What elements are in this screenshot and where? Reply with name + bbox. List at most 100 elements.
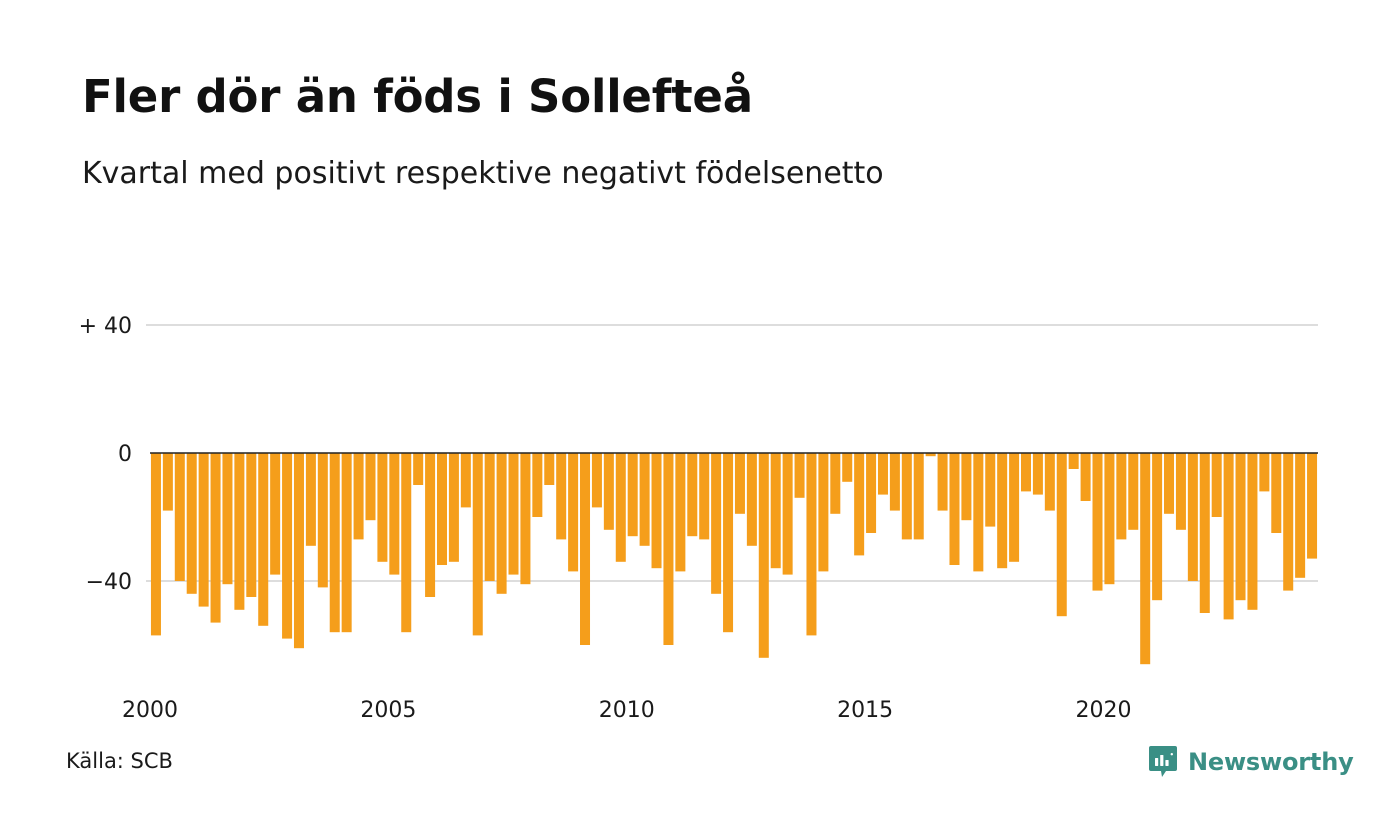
bar bbox=[341, 453, 352, 633]
bar bbox=[1223, 453, 1234, 620]
bar bbox=[1009, 453, 1020, 562]
x-tick-label: 2000 bbox=[122, 698, 178, 723]
y-tick-label: + 40 bbox=[79, 314, 132, 339]
bar bbox=[460, 453, 471, 508]
bar bbox=[603, 453, 614, 530]
bar bbox=[1187, 453, 1198, 581]
bar bbox=[770, 453, 781, 569]
bar bbox=[198, 453, 209, 607]
bar bbox=[353, 453, 364, 540]
bar bbox=[591, 453, 602, 508]
bar bbox=[1164, 453, 1175, 514]
bar bbox=[544, 453, 555, 485]
bar bbox=[949, 453, 960, 565]
bar bbox=[293, 453, 304, 649]
bar bbox=[758, 453, 769, 658]
bar bbox=[150, 453, 161, 636]
bar bbox=[615, 453, 626, 562]
bar bbox=[866, 453, 877, 533]
bar bbox=[1235, 453, 1246, 601]
brand-name: Newsworthy bbox=[1188, 748, 1354, 776]
bar bbox=[651, 453, 662, 569]
source-note: Källa: SCB bbox=[66, 749, 173, 773]
bar bbox=[401, 453, 412, 633]
bar bbox=[842, 453, 853, 482]
chart-subtitle: Kvartal med positivt respektive negativt… bbox=[82, 156, 884, 191]
bar bbox=[1044, 453, 1055, 511]
bar bbox=[854, 453, 865, 556]
bar bbox=[675, 453, 686, 572]
bar bbox=[734, 453, 745, 514]
y-tick-label: −40 bbox=[86, 570, 132, 595]
bar bbox=[1271, 453, 1282, 533]
bar bbox=[389, 453, 400, 575]
newsworthy-logo-icon bbox=[1149, 746, 1177, 777]
bar bbox=[1056, 453, 1067, 617]
bar bbox=[1140, 453, 1151, 665]
bar bbox=[937, 453, 948, 511]
bar bbox=[270, 453, 281, 575]
bar bbox=[1080, 453, 1091, 501]
brand[interactable]: Newsworthy bbox=[1148, 744, 1354, 780]
bar bbox=[174, 453, 185, 581]
bar bbox=[162, 453, 173, 511]
x-axis-labels: 2000 2005 2010 2015 2020 bbox=[122, 698, 1131, 723]
bar bbox=[508, 453, 519, 575]
bar bbox=[1295, 453, 1306, 578]
x-tick-label: 2005 bbox=[360, 698, 416, 723]
x-tick-label: 2015 bbox=[837, 698, 893, 723]
bar bbox=[305, 453, 316, 546]
bar bbox=[925, 453, 936, 457]
bar bbox=[1020, 453, 1031, 492]
bar bbox=[889, 453, 900, 511]
bar bbox=[663, 453, 674, 645]
bar bbox=[723, 453, 734, 633]
bar bbox=[425, 453, 436, 597]
x-tick-label: 2010 bbox=[599, 698, 655, 723]
bar bbox=[472, 453, 483, 636]
bar bbox=[246, 453, 257, 597]
bar bbox=[782, 453, 793, 575]
bar bbox=[496, 453, 507, 594]
bar bbox=[901, 453, 912, 540]
bar bbox=[1116, 453, 1127, 540]
bar bbox=[913, 453, 924, 540]
bars bbox=[150, 453, 1318, 665]
bar bbox=[568, 453, 579, 572]
bar bbox=[1259, 453, 1270, 492]
bar bbox=[818, 453, 829, 572]
bar bbox=[436, 453, 447, 565]
bar bbox=[1068, 453, 1079, 469]
bar bbox=[1199, 453, 1210, 613]
bar bbox=[532, 453, 543, 517]
bar bbox=[627, 453, 638, 537]
bar bbox=[448, 453, 459, 562]
bar bbox=[580, 453, 591, 645]
bar bbox=[639, 453, 650, 546]
y-axis-labels: + 40 0 −40 bbox=[79, 314, 132, 595]
bar bbox=[234, 453, 245, 610]
bar bbox=[484, 453, 495, 581]
bar bbox=[877, 453, 888, 495]
bar bbox=[1092, 453, 1103, 591]
bar bbox=[1152, 453, 1163, 601]
bar bbox=[985, 453, 996, 527]
y-tick-label: 0 bbox=[118, 442, 132, 467]
bar bbox=[1175, 453, 1186, 530]
bar bbox=[377, 453, 388, 562]
bar bbox=[687, 453, 698, 537]
bar bbox=[746, 453, 757, 546]
bar bbox=[794, 453, 805, 498]
bar bbox=[830, 453, 841, 514]
bar bbox=[222, 453, 233, 585]
bar bbox=[699, 453, 710, 540]
bar bbox=[186, 453, 197, 594]
bar bbox=[1247, 453, 1258, 610]
bar bbox=[973, 453, 984, 572]
bar bbox=[282, 453, 293, 639]
bar bbox=[413, 453, 424, 485]
bar bbox=[329, 453, 340, 633]
bar bbox=[961, 453, 972, 521]
bar bbox=[520, 453, 531, 585]
